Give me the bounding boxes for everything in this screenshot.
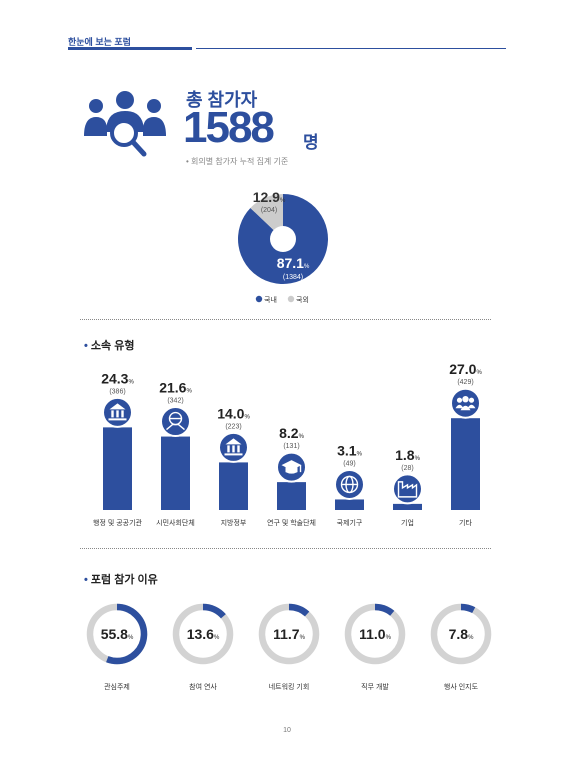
section-divider [80,548,491,549]
section-title-reasons: • 포럼 참가 이유 [84,574,158,586]
bar-count-label: (429) [457,379,473,386]
page-number: 10 [283,727,291,734]
section-divider [80,319,491,320]
header-rule-thick [68,47,192,50]
ring-value-label: 7.8% [449,626,474,642]
donut-value-label: 87.1% [277,255,310,271]
handshake-globe-icon [160,406,191,438]
bar-count-label: (131) [283,443,299,450]
people-icon [450,387,481,419]
bar-value-label: 3.1% [337,442,362,458]
ring-arc [430,603,492,665]
bar-value-label: 8.2% [279,425,304,441]
ring-category-label: 행사 인지도 [444,682,479,691]
ring-value-label: 11.7% [273,626,305,642]
bar-value-label: 14.0% [217,405,250,421]
legend-marker [255,295,263,303]
ring-category-label: 네트워킹 기회 [269,682,310,691]
page-header-title: 한눈에 보는 포럼 [68,37,131,47]
bar [161,436,190,510]
magnifier-icon [110,119,147,157]
donut-value-label: 12.9% [253,189,286,205]
bar [219,462,248,510]
bar-count-label: (342) [167,398,183,405]
bar-value-label: 1.8% [395,447,420,463]
donut-hole [270,226,296,252]
bar-category-label: 지방정부 [221,518,247,527]
ring-value-label: 13.6% [187,626,220,642]
total-participants-note: • 회의별 참가자 누적 집계 기준 [186,157,289,166]
legend-label: 국외 [296,295,309,304]
bar [393,503,422,510]
bar-category-label: 연구 및 학술단체 [267,518,316,527]
total-participants-unit: 명 [303,133,319,152]
museum-icon [218,431,249,463]
total-participants-value: 1588 [183,103,275,152]
ring-category-label: 직무 개발 [361,682,389,691]
globe-icon [334,468,365,500]
legend-label: 국내 [264,295,277,304]
bar-category-label: 기업 [401,518,414,527]
bar-value-label: 21.6% [159,380,192,396]
donut-count-label: (204) [261,207,277,214]
bar-category-label: 기타 [459,518,472,527]
bar-category-label: 시민사회단체 [156,518,195,527]
bar-count-label: (28) [401,465,413,472]
ring-category-label: 관심주제 [104,682,130,691]
factory-icon [392,473,423,505]
bar-value-label: 24.3% [101,370,134,386]
header-rule-thin [196,48,506,49]
graduation-cap-icon [276,451,307,483]
donut-count-label: (1384) [283,274,303,281]
affiliation-bar-chart: 24.3% (386) 행정 및 공공기관 21.6% (342) 시민사회단체 14.0%… [93,361,482,527]
ring-arc [344,603,406,665]
ring-value-label: 11.0% [359,626,391,642]
bar-category-label: 국제기구 [337,518,363,527]
ring-value-label: 55.8% [101,626,134,642]
total-participants-label: 총 참가자 [186,90,258,110]
bar-count-label: (49) [343,460,355,467]
government-building-icon [102,396,133,428]
bar-count-label: (386) [109,388,125,395]
legend-marker [287,295,295,303]
donut-slice-1 [250,194,283,239]
bar [103,427,132,510]
bar [335,499,364,510]
ring-arc [258,603,320,665]
bar-value-label: 27.0% [449,361,482,377]
domestic-foreign-donut-chart: 87.1% (1384) 12.9% (204) 국내 국외 [238,189,329,304]
ring-arc [172,603,234,665]
section-title-affiliation: • 소속 유형 [84,340,135,352]
ring-arc [86,603,148,665]
people-group-icon [84,91,166,157]
ring-category-label: 참여 연사 [189,682,217,691]
bar-count-label: (223) [225,423,241,430]
reasons-ring-charts: 55.8% 관심주제 13.6% 참여 연사 11.7% 네트워킹 기회 11.0% 직무 개… [86,603,492,691]
bar [451,418,480,510]
bar [277,482,306,510]
bar-category-label: 행정 및 공공기관 [93,518,143,527]
